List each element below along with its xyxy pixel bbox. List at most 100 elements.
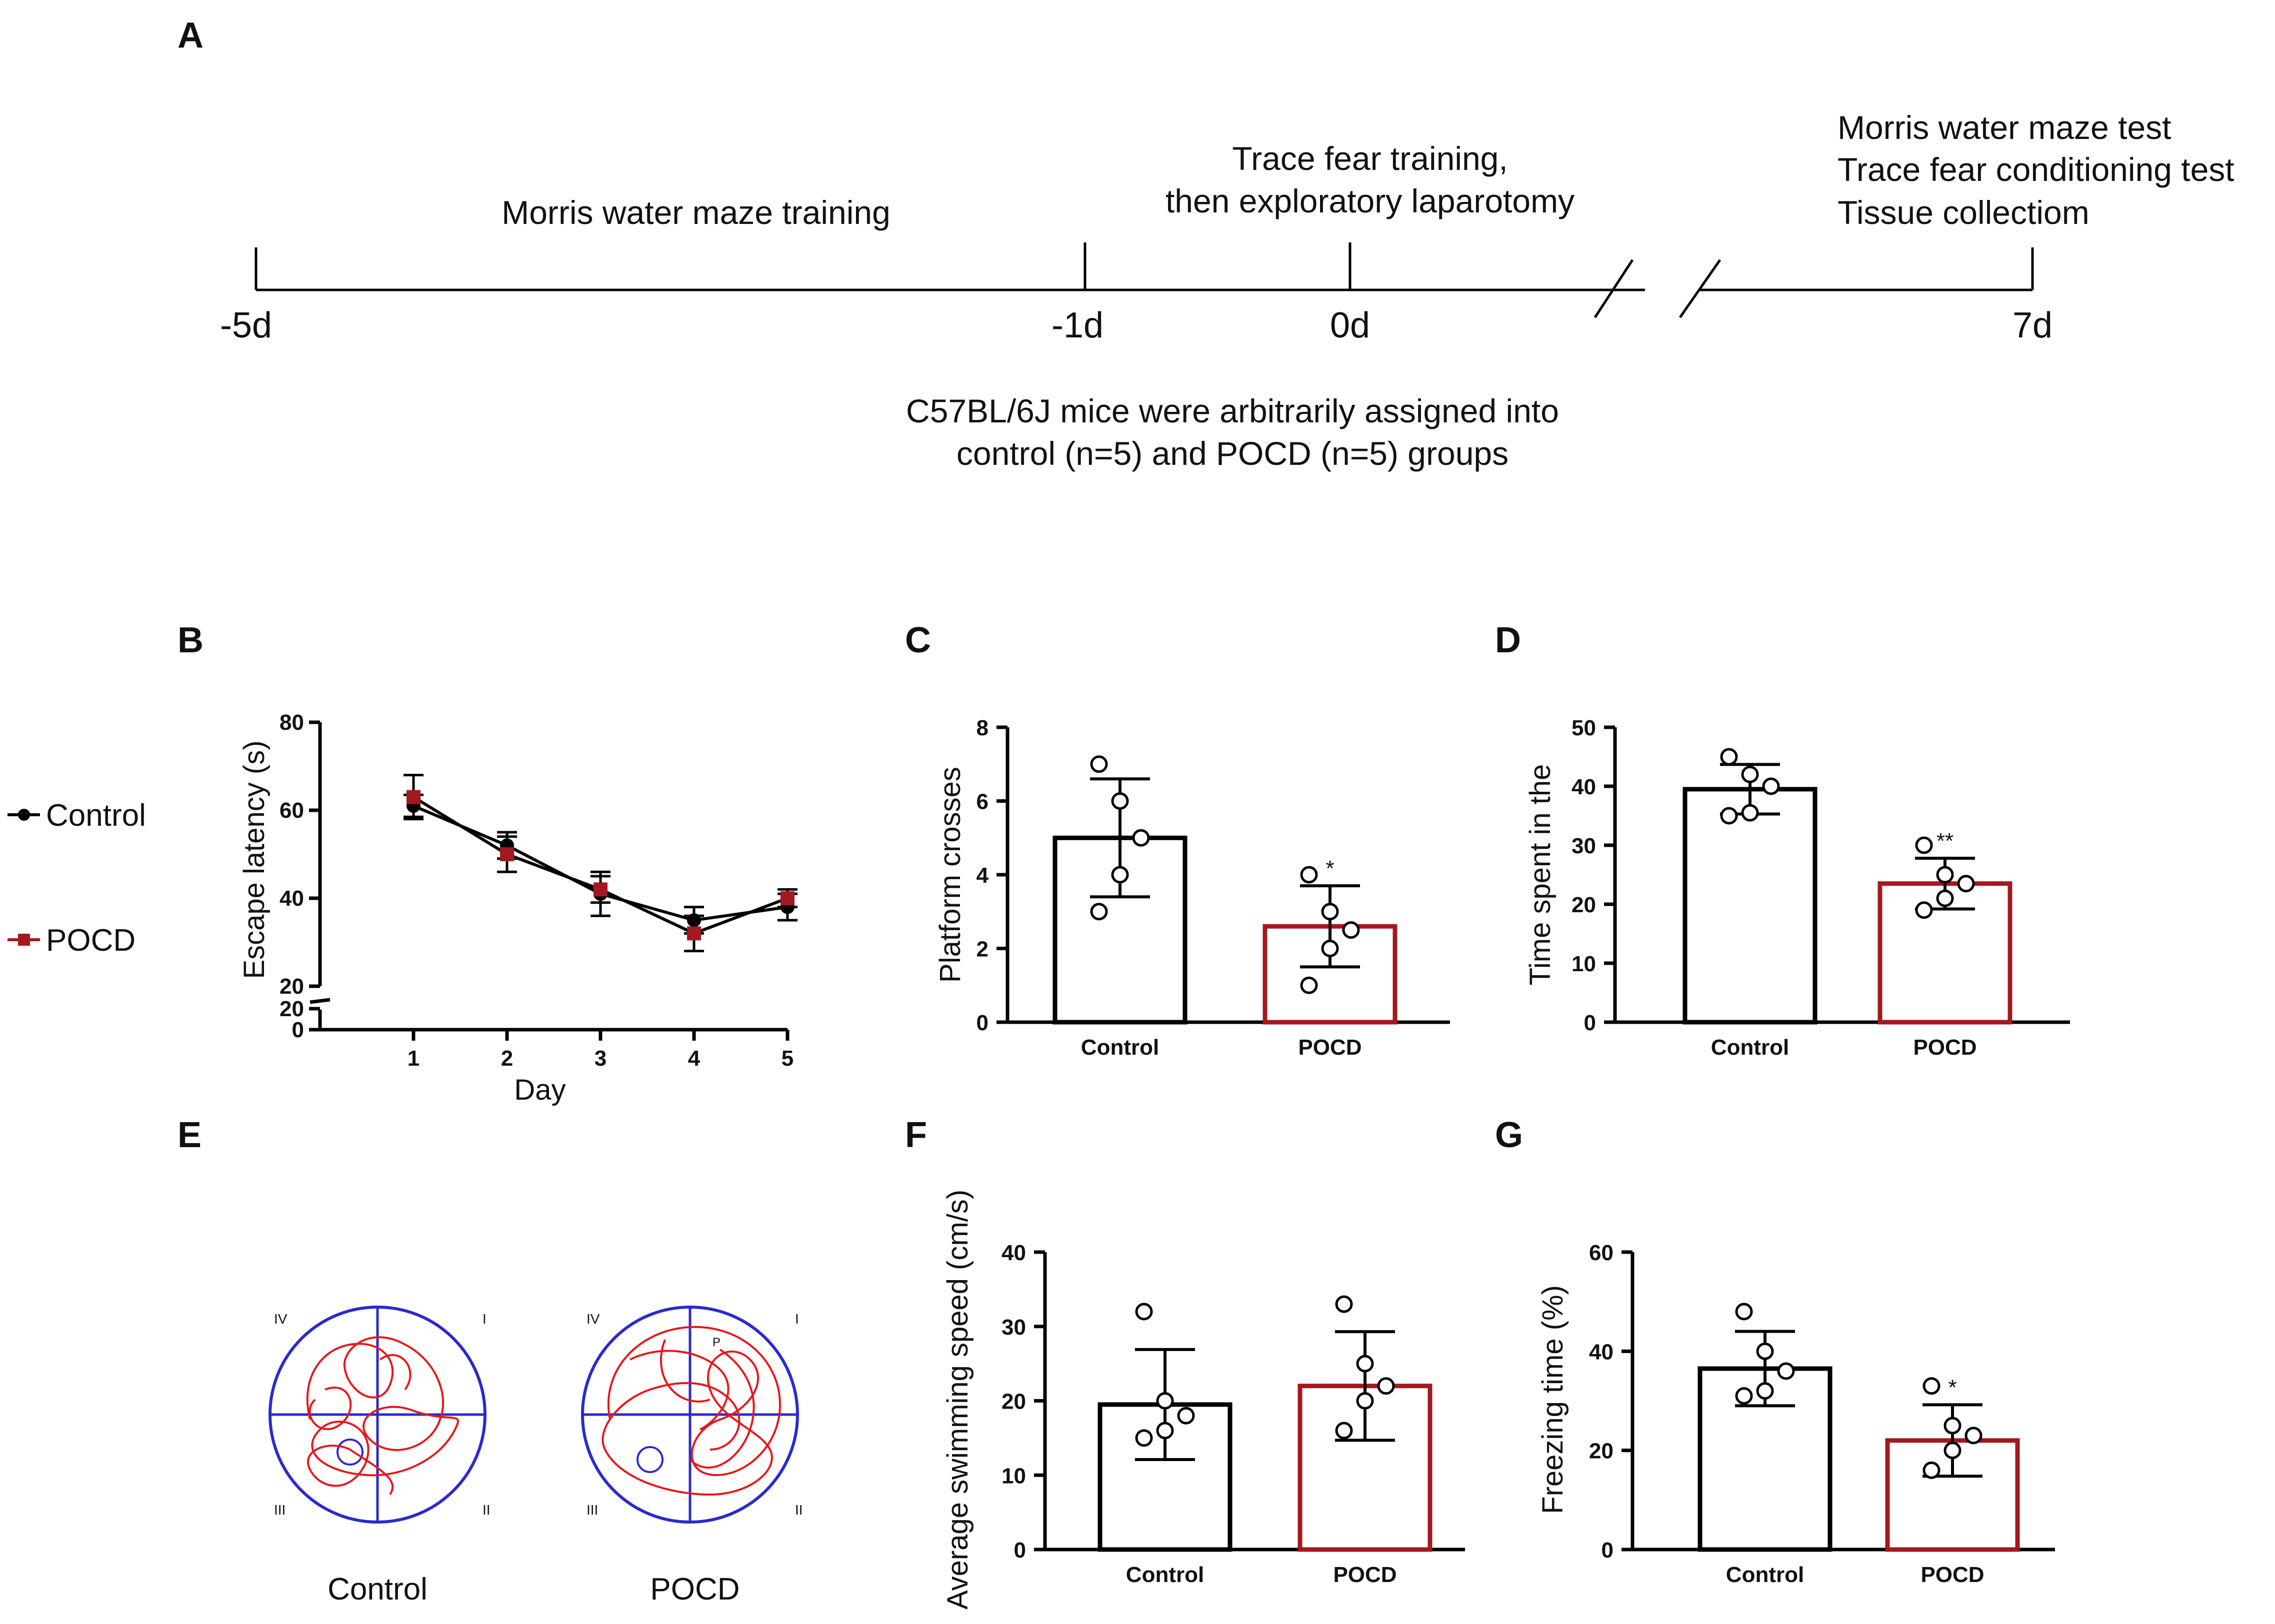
panel-b-axis-break bbox=[310, 998, 330, 1004]
panel-f-label: F bbox=[905, 1115, 927, 1155]
panel-g-ytick-label: 40 bbox=[1589, 1340, 1614, 1364]
maze-pocd-quad-iv: IV bbox=[586, 1311, 600, 1327]
panel-f-point bbox=[1135, 1303, 1153, 1321]
panel-d-xtick-control: Control bbox=[1711, 1035, 1789, 1060]
panel-b-xtick-label: 2 bbox=[501, 1046, 513, 1071]
panel-f-ytick-label: 0 bbox=[1014, 1538, 1026, 1563]
panel-b-xtick-label: 5 bbox=[782, 1046, 794, 1071]
panel-c-xtick-pocd: POCD bbox=[1298, 1035, 1362, 1060]
panel-c-ytick-label: 0 bbox=[976, 1011, 988, 1035]
panel-g-point bbox=[1944, 1442, 1962, 1460]
panel-b-label: B bbox=[178, 620, 204, 660]
legend-control-text: Control bbox=[46, 798, 146, 833]
panel-g-xtick-pocd: POCD bbox=[1920, 1563, 1984, 1587]
maze-pocd-track bbox=[602, 1326, 782, 1496]
legend-control-marker bbox=[18, 809, 30, 821]
panel-a-timeline: A -5d -1d 0d 7d Morris water maze traini… bbox=[178, 15, 2234, 472]
panel-f-xtick-control: Control bbox=[1126, 1563, 1204, 1587]
panel-f-ytick-label: 10 bbox=[1002, 1464, 1026, 1488]
maze-pocd-platform bbox=[636, 1446, 664, 1473]
panel-d-chart: D 0 10 20 30 40 50 Time spent in the Control POC… bbox=[1495, 620, 2070, 1060]
panel-g-point bbox=[1735, 1387, 1753, 1405]
panel-c-point bbox=[1342, 921, 1360, 939]
panel-c-ytick-label: 8 bbox=[976, 716, 988, 740]
panel-a-label: A bbox=[178, 15, 204, 55]
panel-d-ylabel: Time spent in the bbox=[1524, 764, 1556, 986]
panel-d-point bbox=[1741, 765, 1759, 783]
panel-d-point bbox=[1741, 804, 1759, 822]
panel-f-ytick-label: 30 bbox=[1002, 1315, 1026, 1340]
panel-c-xtick-control: Control bbox=[1081, 1035, 1159, 1060]
panel-g-point bbox=[1922, 1461, 1940, 1479]
panel-g-chart: G 0 20 40 60 Freezing time (%) Control POCD * bbox=[1495, 1115, 2055, 1587]
panel-d-point bbox=[1720, 748, 1738, 766]
panel-f-point bbox=[1356, 1392, 1374, 1410]
panel-f-point bbox=[1335, 1422, 1353, 1440]
panel-g-point bbox=[1756, 1382, 1774, 1400]
panel-g-xtick-control: Control bbox=[1726, 1563, 1804, 1587]
panel-c-point bbox=[1090, 903, 1108, 921]
legend-pocd-marker bbox=[18, 934, 30, 946]
maze-control-quad-iv: IV bbox=[274, 1311, 288, 1327]
panel-c-point bbox=[1090, 755, 1108, 773]
final-step-line2: Trace fear conditioning test bbox=[1838, 151, 2234, 188]
panel-d-point bbox=[1915, 901, 1933, 919]
maze-pocd: P IV I III II POCD bbox=[581, 1306, 803, 1607]
panel-c-ytick-label: 2 bbox=[976, 937, 988, 962]
panel-g-point bbox=[1756, 1342, 1774, 1360]
panel-d-point bbox=[1957, 875, 1975, 893]
panel-f-point bbox=[1156, 1392, 1174, 1410]
panel-d-point bbox=[1720, 807, 1738, 825]
timeline-break-left bbox=[1594, 259, 1634, 318]
panel-d-label: D bbox=[1495, 620, 1521, 660]
panel-b-ytick-label: 20 bbox=[280, 974, 304, 999]
panel-b-ytick-label: 0 bbox=[292, 1018, 304, 1042]
group-note-line1: C57BL/6J mice were arbitrarily assigned … bbox=[906, 392, 1559, 429]
panel-d-point bbox=[1936, 866, 1954, 884]
panel-f-point bbox=[1135, 1429, 1153, 1447]
panel-d-ytick-label: 10 bbox=[1572, 952, 1596, 976]
panel-d-ytick-label: 50 bbox=[1572, 716, 1596, 740]
panel-d-point bbox=[1936, 889, 1954, 907]
panel-b-ylabel: Escape latency (s) bbox=[238, 740, 270, 979]
panel-c-ytick-label: 4 bbox=[976, 863, 989, 888]
maze-pocd-quad-ii: II bbox=[795, 1502, 803, 1518]
panel-d-point bbox=[1915, 836, 1933, 854]
tick-label-minus5: -5d bbox=[220, 305, 272, 345]
panel-f-point bbox=[1177, 1407, 1195, 1425]
panel-c-point bbox=[1132, 829, 1150, 847]
panel-e-mazes: E IV I III II Control P IV I III II P bbox=[178, 1115, 803, 1607]
panel-g-point bbox=[1964, 1427, 1982, 1445]
maze-control-quad-ii: II bbox=[482, 1502, 490, 1518]
panel-g-ytick-label: 0 bbox=[1602, 1538, 1614, 1563]
maze-control-track bbox=[306, 1336, 459, 1496]
panel-c-point bbox=[1321, 903, 1339, 921]
panel-f-point bbox=[1156, 1422, 1174, 1440]
phase-fear-line2: then exploratory laparotomy bbox=[1166, 182, 1574, 219]
panel-f-point bbox=[1377, 1377, 1395, 1395]
panel-c-point bbox=[1111, 866, 1129, 884]
maze-control-platform bbox=[336, 1439, 364, 1466]
maze-pocd-quad-iii: III bbox=[586, 1502, 598, 1518]
phase-fear-line1: Trace fear training, bbox=[1232, 140, 1508, 177]
panel-b-point-pocd bbox=[500, 847, 514, 861]
panel-f-ytick-label: 20 bbox=[1002, 1390, 1026, 1414]
panel-d-xtick-pocd: POCD bbox=[1913, 1035, 1976, 1060]
panel-g-significance: * bbox=[1948, 1375, 1956, 1400]
panel-c-point bbox=[1300, 976, 1318, 994]
panel-d-ytick-label: 30 bbox=[1572, 834, 1596, 858]
panel-b-xtick-label: 1 bbox=[408, 1046, 420, 1071]
panel-c-point bbox=[1321, 940, 1339, 957]
panel-d-point bbox=[1762, 777, 1780, 795]
panel-b-point-pocd bbox=[594, 882, 608, 897]
final-step-line1: Morris water maze test bbox=[1838, 109, 2171, 146]
panel-c-point bbox=[1300, 866, 1318, 884]
panel-c-ytick-label: 6 bbox=[976, 790, 988, 814]
panel-b-point-pocd bbox=[687, 926, 701, 941]
panel-b-ytick-label: 80 bbox=[280, 710, 304, 735]
panel-c-point bbox=[1111, 792, 1129, 810]
panel-f-point bbox=[1356, 1355, 1374, 1373]
panel-c-ylabel: Platform crosses bbox=[934, 767, 966, 983]
panel-d-bar-control bbox=[1682, 787, 1818, 1025]
